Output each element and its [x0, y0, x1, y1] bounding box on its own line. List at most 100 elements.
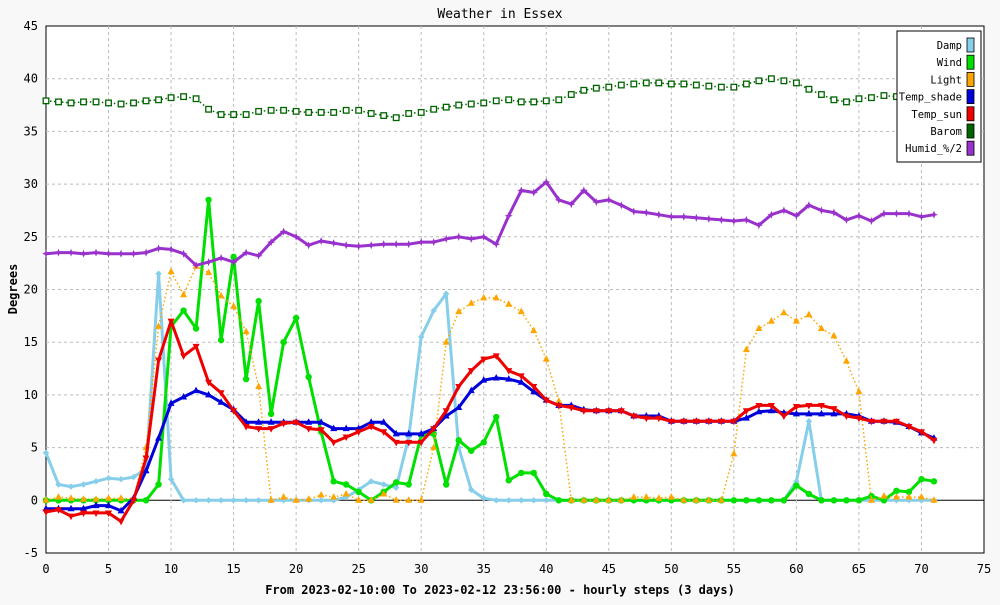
legend-label-light: Light [930, 74, 962, 86]
wind-point [330, 478, 337, 485]
x-tick-label: 30 [414, 562, 428, 576]
damp-point [392, 484, 400, 491]
light-point [180, 290, 188, 298]
barom-point [617, 81, 625, 89]
humid-2-point [717, 215, 726, 224]
humid-2-point [729, 217, 738, 225]
temp-sun-point [730, 418, 738, 426]
chart-title: Weather in Essex [437, 7, 562, 22]
wind-point [242, 375, 250, 383]
temp-shade-point [742, 414, 750, 421]
temp-shade-point [255, 418, 263, 425]
temp-sun-point [867, 418, 875, 426]
damp-point [55, 481, 62, 488]
legend-swatch-barom [966, 123, 975, 139]
humid-2-point [867, 217, 876, 225]
barom-point [642, 79, 650, 87]
temp-sun-point [105, 510, 113, 517]
humid-2-point [604, 195, 613, 204]
temp-sun-point [167, 318, 175, 326]
wind-point [155, 481, 162, 488]
temp-sun-point [205, 379, 213, 387]
barom-point [717, 83, 725, 91]
humid-2-point [542, 178, 551, 186]
barom-point [755, 77, 763, 85]
light-point [780, 308, 788, 316]
temp-sun-point [642, 415, 650, 423]
light-point [305, 495, 313, 502]
humid-2-point [442, 234, 451, 243]
light-point [205, 268, 213, 276]
x-tick-label: 10 [164, 562, 178, 576]
grid-lines [45, 25, 985, 554]
temp-sun-point [667, 418, 675, 426]
x-tick-label: 35 [477, 562, 491, 576]
humid-2-point [367, 241, 376, 250]
light-point [617, 496, 625, 503]
light-point [930, 496, 938, 503]
humid-2-point [242, 248, 251, 257]
barom-point [867, 94, 875, 102]
temp-sun-point [180, 353, 188, 360]
legend-swatch-humid-2 [966, 140, 975, 156]
x-tick-label: 70 [914, 562, 928, 576]
damp-point [92, 478, 100, 485]
series-light [42, 262, 938, 503]
temp-sun-point [80, 510, 88, 517]
wind-point [468, 447, 475, 454]
temp-shade-point [505, 375, 513, 382]
barom-point [80, 98, 87, 106]
wind-point [730, 497, 738, 504]
wind-point [493, 413, 500, 421]
damp-point [317, 497, 325, 504]
barom-point [42, 97, 50, 105]
wind-point [180, 307, 187, 314]
light-point [380, 489, 388, 497]
humid-2-point [905, 209, 913, 218]
temp-sun-point [605, 408, 613, 415]
humid-2-point [42, 249, 50, 258]
humid-2-point [642, 208, 651, 217]
barom-point [342, 106, 350, 114]
barom-point [292, 107, 300, 115]
barom-point [167, 94, 175, 102]
barom-point [417, 108, 425, 116]
wind-point [192, 325, 200, 332]
temp-sun-point [530, 383, 538, 391]
light-point [405, 496, 413, 503]
axes: -5 0 5 10 15 20 25 30 35 40 45 0 5 10 15 20 25 30 35 40 45 50… [24, 19, 992, 576]
y-tick-label: 40 [24, 72, 38, 86]
humid-2-point [217, 253, 226, 262]
temp-sun-point [442, 408, 450, 415]
damp-point [543, 497, 550, 504]
light-point [855, 387, 863, 395]
barom-point [555, 96, 563, 104]
light-point [442, 338, 450, 345]
barom-point [330, 108, 338, 116]
temp-sun-point [767, 402, 775, 410]
barom-point [355, 106, 363, 114]
temp-sun-point [592, 408, 600, 415]
wind-point [555, 497, 562, 504]
wind-line [46, 198, 935, 502]
wind-point [280, 339, 287, 346]
humid-2-point [167, 245, 176, 254]
damp-point [105, 474, 112, 482]
series-humid-2 [42, 178, 938, 270]
temp-sun-point [280, 420, 288, 428]
light-point [805, 310, 813, 318]
humid-2-point [329, 239, 338, 248]
humid-2-point [454, 232, 463, 241]
light-point [842, 357, 850, 364]
barom-point [67, 99, 75, 107]
temp-sun-point [517, 373, 525, 380]
temp-sun-point [130, 497, 138, 505]
temp-sun-point [142, 455, 150, 463]
temp-shade-point [192, 386, 200, 394]
x-tick-label: 60 [789, 562, 803, 576]
wind-point [893, 487, 900, 495]
barom-point [592, 84, 600, 92]
humid-2-point [154, 244, 163, 253]
damp-point [480, 494, 487, 502]
humid-2-point [592, 198, 601, 206]
